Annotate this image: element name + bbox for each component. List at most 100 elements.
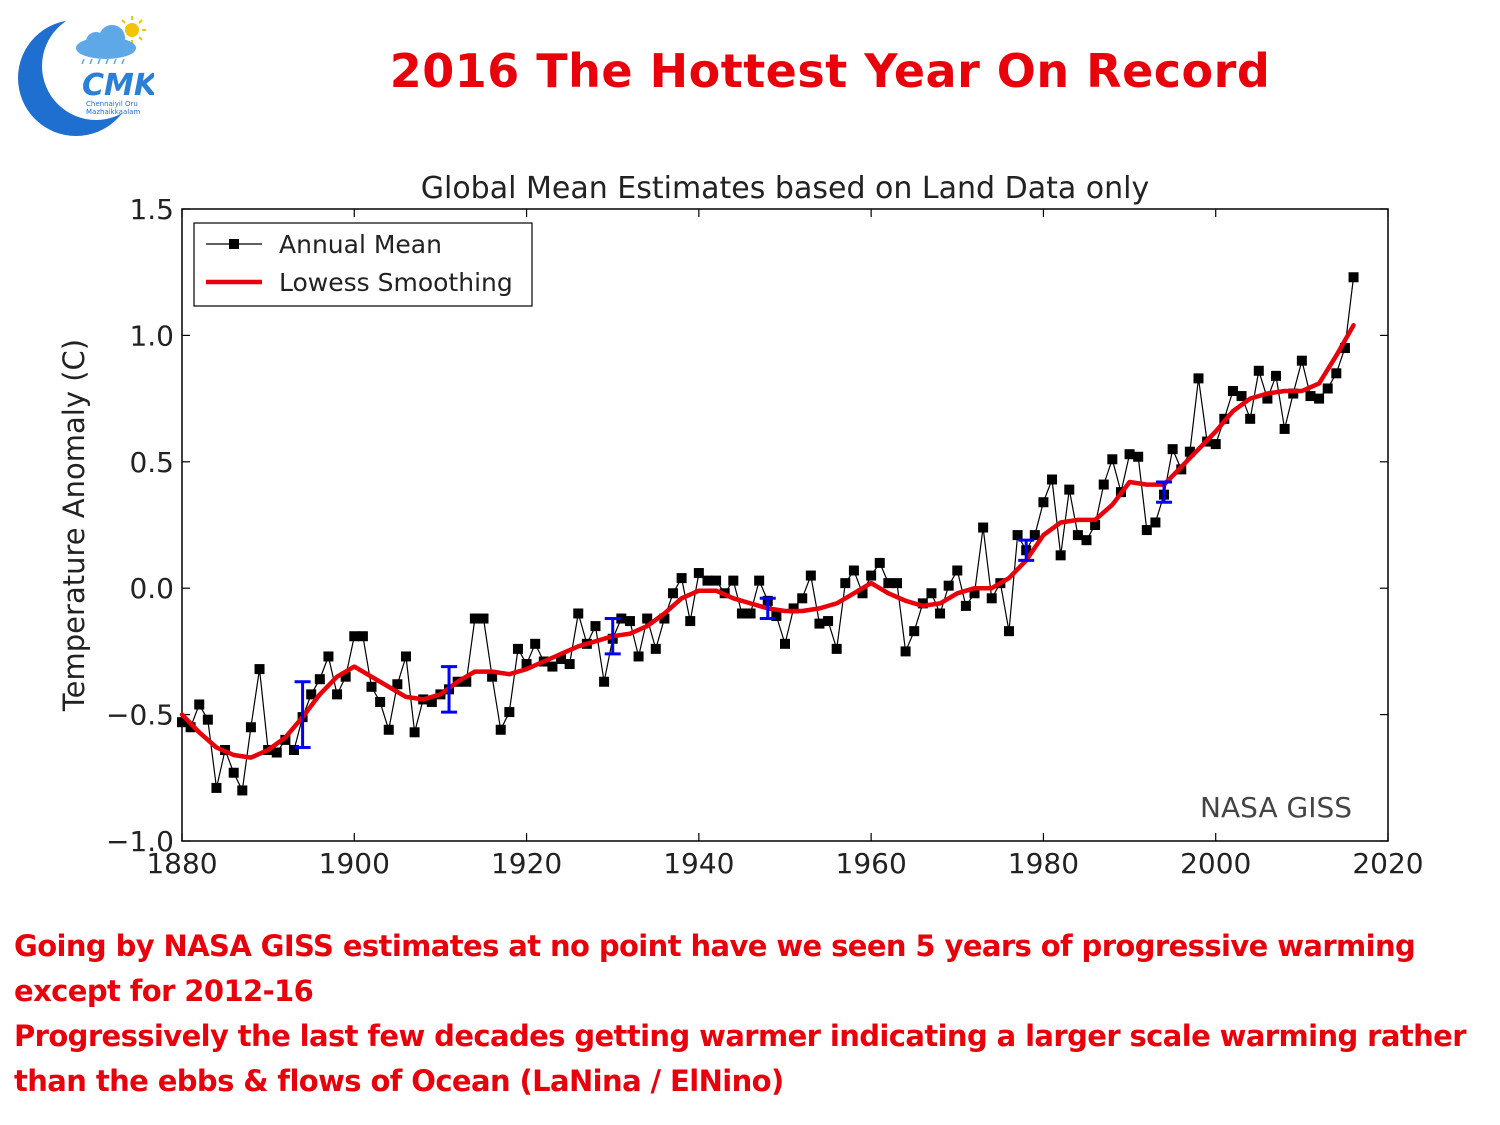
annual-mean-point [314, 674, 325, 685]
annual-mean-point [573, 608, 584, 619]
annual-mean-point [469, 613, 480, 624]
legend-lowess-label: Lowess Smoothing [279, 268, 513, 297]
annual-mean-point [357, 631, 368, 642]
annual-mean-point [943, 580, 954, 591]
annual-mean-point [642, 613, 653, 624]
annual-mean-point [426, 696, 437, 707]
annual-mean-point [926, 588, 937, 599]
annual-mean-point [211, 782, 222, 793]
annual-mean-point [952, 565, 963, 576]
note-line: than the ebbs & flows of Ocean (LaNina /… [14, 1064, 784, 1098]
annual-mean-point [254, 664, 265, 675]
annual-mean-point [1210, 439, 1221, 450]
annual-mean-point [891, 578, 902, 589]
annual-mean-point [495, 724, 506, 735]
annual-mean-point [917, 598, 928, 609]
annual-mean-point [504, 707, 515, 718]
annual-mean-point [194, 699, 205, 710]
x-tick-label: 2000 [1180, 847, 1251, 880]
annual-mean-point [1193, 373, 1204, 384]
annual-mean-point [1167, 444, 1178, 455]
annual-mean-point [556, 653, 567, 664]
annual-mean-point [1012, 530, 1023, 541]
annual-mean-point [323, 651, 334, 662]
annual-mean-point [616, 613, 627, 624]
note-line: except for 2012-16 [14, 974, 314, 1008]
annual-mean-point [409, 727, 420, 738]
annual-mean-point [1314, 393, 1325, 404]
annual-mean-point [1271, 370, 1282, 381]
annual-mean-point [392, 679, 403, 690]
annual-mean-point [1339, 343, 1350, 354]
annual-mean-point [306, 689, 317, 700]
annual-mean-point [814, 618, 825, 629]
annual-mean-point [1253, 365, 1264, 376]
annual-mean-point [245, 722, 256, 733]
annual-mean-point [202, 714, 213, 725]
note-line: Going by NASA GISS estimates at no point… [14, 929, 1416, 963]
annual-mean-point [633, 651, 644, 662]
annual-mean-point [271, 747, 282, 758]
annual-mean-point [512, 643, 523, 654]
annual-mean-point [1288, 388, 1299, 399]
x-tick-label: 1920 [491, 847, 562, 880]
logo: CMK Chennaiyil Oru Mazhaikkaalam [14, 12, 160, 140]
annual-mean-point [530, 638, 541, 649]
annual-mean-point [1227, 386, 1238, 397]
annual-mean-point [228, 767, 239, 778]
chart-annotation: NASA GISS [1200, 791, 1352, 824]
y-tick-label: 0.5 [129, 446, 174, 479]
y-tick-label: 1.0 [129, 319, 174, 352]
cloud-icon [76, 25, 136, 59]
annual-mean-point [866, 570, 877, 581]
annual-mean-point [177, 717, 187, 728]
notes-text: Going by NASA GISS estimates at no point… [14, 924, 1484, 1104]
page-title: 2016 The Hottest Year On Record [389, 44, 1271, 98]
annual-mean-point [1064, 484, 1075, 495]
annual-mean-point [1305, 391, 1316, 402]
annual-mean-line [181, 277, 1355, 793]
lowess-smoothing-line [179, 323, 1356, 760]
x-tick-label: 1900 [319, 847, 390, 880]
x-tick-label: 1880 [146, 847, 217, 880]
annual-mean-point [840, 578, 851, 589]
annual-mean-point [805, 570, 816, 581]
annual-mean-point [848, 565, 859, 576]
annual-mean-point [1262, 393, 1273, 404]
annual-mean-point [1322, 383, 1333, 394]
annual-mean-point [1150, 517, 1161, 528]
annual-mean-point [1003, 626, 1014, 637]
annual-mean-point [823, 616, 834, 627]
annual-mean-point [1081, 535, 1092, 546]
rain-icon [81, 58, 125, 65]
annual-mean-point [1090, 520, 1101, 530]
annual-mean-point [547, 661, 558, 672]
note-line: Progressively the last few decades getti… [14, 1019, 1467, 1053]
annual-mean-point [659, 613, 670, 624]
annual-mean-point [590, 621, 601, 632]
annual-mean-point [1072, 530, 1083, 541]
sun-icon [118, 16, 146, 44]
annual-mean-point [1038, 497, 1049, 508]
annual-mean-point [521, 659, 532, 670]
annual-mean-point [909, 626, 920, 637]
annual-mean-point [400, 651, 411, 662]
annual-mean-point [185, 722, 196, 733]
annual-mean-point [986, 593, 997, 604]
annual-mean-point [960, 600, 971, 611]
annual-mean-point [288, 744, 299, 755]
annual-mean-point [685, 616, 696, 627]
x-tick-label: 2020 [1352, 847, 1423, 880]
annual-mean-point [599, 676, 610, 687]
legend-box [193, 222, 533, 307]
logo-tagline-2: Mazhaikkaalam [86, 108, 140, 116]
y-tick-label: −0.5 [106, 699, 174, 732]
annual-mean-point [736, 608, 747, 619]
annual-mean-point [366, 681, 377, 692]
annual-mean-point [487, 671, 498, 682]
annual-mean-point [349, 631, 360, 642]
annual-mean-point [340, 671, 351, 682]
annual-mean-point [237, 785, 248, 796]
annual-mean-point [754, 575, 765, 586]
annual-mean-point [883, 578, 894, 589]
